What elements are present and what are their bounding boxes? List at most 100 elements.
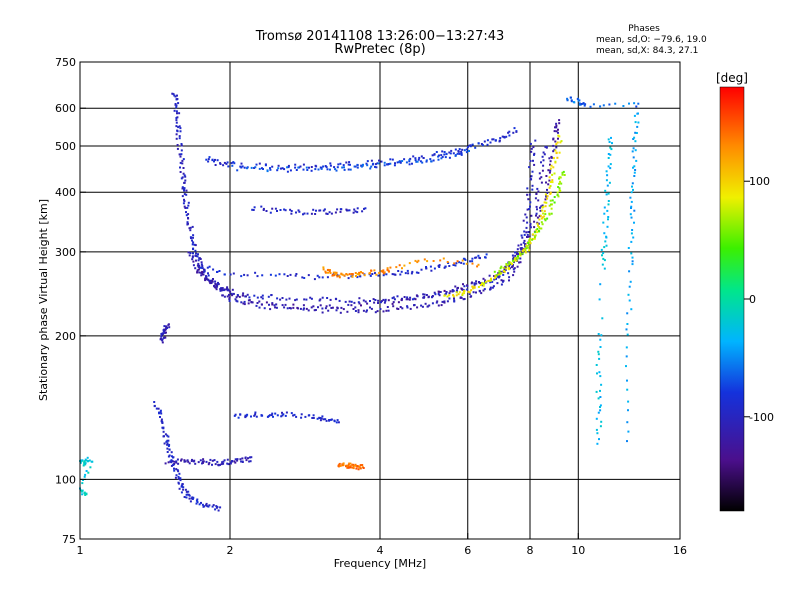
echo-point: [268, 414, 271, 417]
echo-point: [445, 152, 448, 155]
echo-point: [260, 303, 263, 306]
echo-point: [533, 220, 536, 223]
echo-point: [625, 328, 628, 331]
echo-point: [481, 283, 483, 285]
echo-point: [178, 153, 181, 156]
echo-point: [229, 290, 232, 293]
echo-point: [346, 209, 348, 212]
echo-point: [217, 281, 219, 284]
echo-point: [178, 472, 181, 475]
echo-point: [364, 207, 367, 210]
echo-point: [541, 169, 544, 172]
echo-point: [290, 412, 293, 415]
echo-point: [226, 287, 228, 290]
echo-point: [300, 413, 303, 416]
echo-point: [556, 194, 559, 197]
echo-point: [327, 271, 329, 274]
echo-point: [209, 280, 212, 282]
echo-point: [216, 285, 218, 288]
echo-point: [250, 415, 252, 418]
echo-point: [557, 195, 560, 198]
echo-point: [415, 271, 418, 274]
echo-point: [519, 253, 522, 256]
echo-point: [179, 130, 182, 133]
echo-point: [295, 298, 298, 301]
echo-point: [512, 258, 515, 261]
echo-point: [194, 267, 197, 270]
echo-point: [358, 466, 361, 469]
echo-point: [592, 103, 595, 106]
echo-point: [215, 505, 218, 508]
echo-point: [599, 425, 602, 428]
echo-point: [558, 182, 561, 185]
echo-point: [431, 302, 434, 305]
echo-point: [631, 256, 634, 259]
echo-point: [383, 271, 386, 274]
echo-point: [165, 325, 168, 328]
stats-line-x: mean, sd,X: 84.3, 27.1: [596, 46, 698, 56]
echo-point: [582, 102, 585, 105]
echo-point: [545, 201, 548, 204]
echo-point: [406, 298, 409, 301]
echo-point: [555, 126, 558, 129]
echo-point: [558, 187, 561, 190]
echo-point: [562, 170, 565, 173]
echo-point: [196, 264, 199, 267]
echo-point: [478, 281, 480, 283]
echo-point: [191, 239, 193, 242]
echo-point: [328, 419, 331, 421]
echo-point: [373, 301, 376, 304]
echo-point: [328, 304, 331, 307]
echo-point: [553, 130, 556, 133]
echo-point: [442, 257, 445, 260]
echo-point: [627, 400, 630, 403]
echo-point: [425, 160, 428, 163]
echo-point: [331, 306, 334, 309]
echo-point: [175, 460, 178, 463]
echo-point: [558, 176, 561, 179]
echo-point: [321, 296, 324, 299]
echo-point: [197, 253, 199, 256]
echo-point: [207, 278, 210, 281]
echo-point: [203, 505, 206, 508]
echo-point: [292, 303, 295, 306]
echo-point: [372, 298, 375, 301]
echo-point: [500, 272, 503, 275]
echo-point: [540, 227, 543, 230]
echo-point: [357, 301, 360, 304]
echo-point: [243, 300, 246, 303]
echo-point: [240, 460, 243, 463]
echo-point: [536, 187, 539, 190]
echo-point: [533, 152, 536, 155]
echo-point: [527, 246, 530, 249]
echo-point: [167, 439, 170, 442]
echo-point: [164, 433, 167, 436]
echo-point: [540, 221, 543, 224]
echo-point: [530, 214, 533, 217]
echo-point: [555, 130, 558, 133]
echo-point: [377, 302, 379, 304]
echo-point: [449, 152, 452, 155]
echo-point: [634, 131, 637, 134]
echo-point: [443, 300, 446, 303]
echo-point: [174, 95, 177, 98]
echo-point: [633, 114, 636, 117]
echo-point: [634, 121, 637, 124]
echo-point: [474, 256, 477, 259]
echo-point: [305, 298, 308, 301]
echo-point: [452, 152, 455, 155]
echo-point: [603, 246, 606, 249]
echo-point: [194, 244, 197, 247]
echo-point: [465, 148, 468, 151]
echo-point: [389, 266, 392, 269]
echo-point: [177, 102, 180, 105]
echo-point: [240, 162, 243, 165]
echo-point: [526, 187, 529, 190]
echo-point: [539, 227, 541, 230]
echo-point: [258, 162, 261, 165]
echo-point: [185, 189, 188, 192]
echo-point: [223, 295, 226, 298]
echo-point: [312, 208, 315, 211]
echo-point: [167, 323, 170, 326]
echo-point: [546, 217, 549, 220]
